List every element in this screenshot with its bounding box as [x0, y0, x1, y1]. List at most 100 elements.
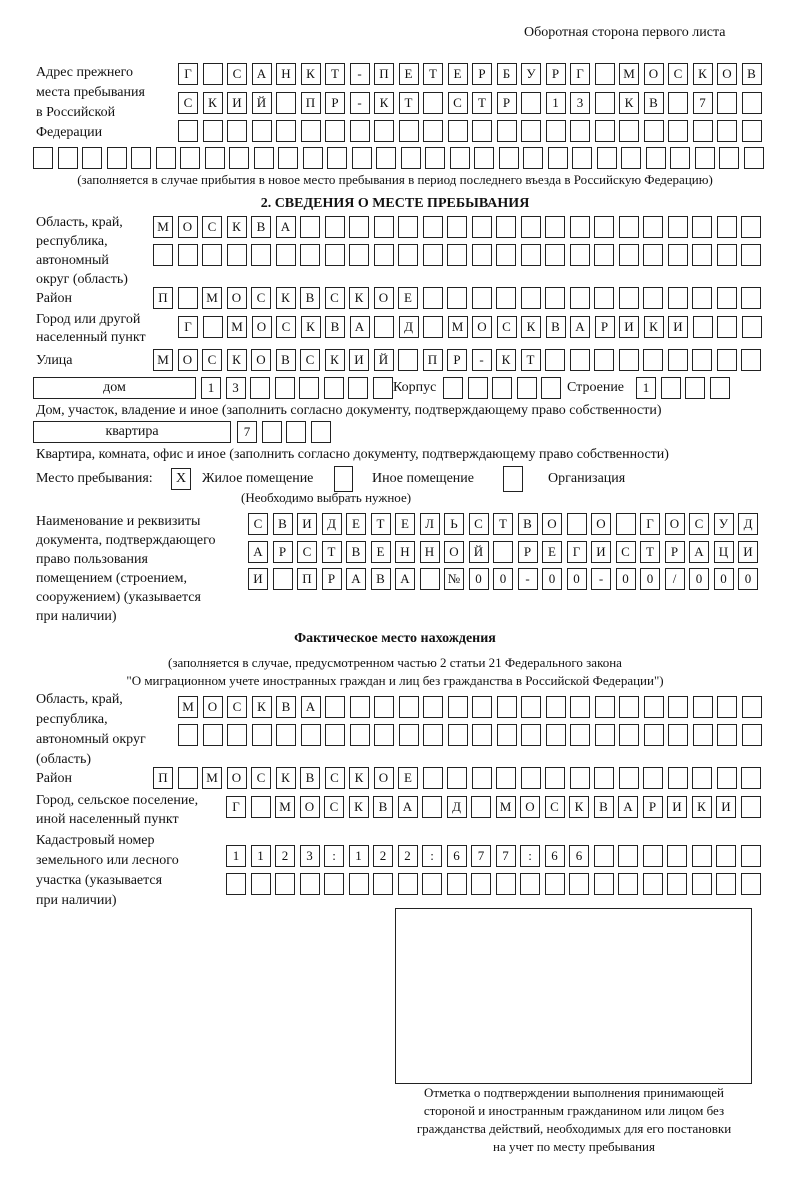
- letter-cell[interactable]: [496, 287, 516, 309]
- letter-cell[interactable]: К: [324, 349, 345, 371]
- letter-cell[interactable]: [251, 120, 272, 142]
- letter-cell[interactable]: [668, 724, 688, 746]
- letter-cell[interactable]: Д: [398, 316, 419, 338]
- letter-cell[interactable]: [594, 216, 614, 238]
- letter-cell[interactable]: К: [374, 92, 394, 114]
- letter-cell[interactable]: [692, 349, 712, 371]
- letter-cell[interactable]: [692, 216, 712, 238]
- letter-cell[interactable]: Е: [346, 513, 366, 535]
- letter-cell[interactable]: С: [202, 349, 222, 371]
- letter-cell[interactable]: [446, 873, 467, 895]
- letter-cell[interactable]: [740, 796, 761, 818]
- letter-cell[interactable]: [596, 147, 617, 169]
- letter-cell[interactable]: [618, 873, 638, 895]
- letter-cell[interactable]: 3: [570, 92, 590, 114]
- letter-cell[interactable]: Е: [542, 541, 562, 563]
- letter-cell[interactable]: К: [275, 767, 296, 789]
- letter-cell[interactable]: [153, 244, 173, 266]
- letter-cell[interactable]: К: [569, 796, 589, 818]
- letter-cell[interactable]: [545, 287, 565, 309]
- letter-cell[interactable]: [572, 147, 592, 169]
- letter-cell[interactable]: [250, 377, 270, 399]
- letter-cell[interactable]: 1: [636, 377, 656, 399]
- letter-cell[interactable]: [274, 377, 295, 399]
- letter-cell[interactable]: [667, 349, 688, 371]
- letter-cell[interactable]: [716, 216, 737, 238]
- letter-cell[interactable]: [667, 216, 688, 238]
- letter-cell[interactable]: М: [153, 349, 173, 371]
- letter-cell[interactable]: [349, 696, 370, 718]
- letter-cell[interactable]: Р: [325, 92, 345, 114]
- letter-cell[interactable]: П: [300, 92, 321, 114]
- letter-cell[interactable]: [349, 120, 370, 142]
- letter-cell[interactable]: О: [251, 349, 271, 371]
- letter-cell[interactable]: [521, 696, 541, 718]
- letter-cell[interactable]: 1: [201, 377, 221, 399]
- letter-cell[interactable]: О: [664, 513, 685, 535]
- letter-cell[interactable]: [419, 568, 440, 590]
- letter-cell[interactable]: [541, 377, 561, 399]
- letter-cell[interactable]: [621, 147, 641, 169]
- letter-cell[interactable]: И: [591, 541, 611, 563]
- letter-cell[interactable]: В: [517, 513, 538, 535]
- letter-cell[interactable]: [594, 92, 615, 114]
- letter-cell[interactable]: [520, 216, 541, 238]
- letter-cell[interactable]: -: [517, 568, 538, 590]
- letter-cell[interactable]: И: [297, 513, 317, 535]
- letter-cell[interactable]: [570, 120, 590, 142]
- letter-cell[interactable]: [516, 377, 537, 399]
- letter-cell[interactable]: [310, 421, 331, 443]
- letter-cell[interactable]: [425, 147, 445, 169]
- letter-cell[interactable]: [717, 696, 737, 718]
- letter-cell[interactable]: [618, 287, 639, 309]
- letter-cell[interactable]: Й: [251, 92, 272, 114]
- letter-cell[interactable]: 7: [495, 845, 516, 867]
- letter-cell[interactable]: [398, 696, 419, 718]
- letter-cell[interactable]: [618, 845, 638, 867]
- letter-cell[interactable]: [349, 216, 369, 238]
- letter-cell[interactable]: [57, 147, 78, 169]
- letter-cell[interactable]: В: [593, 796, 614, 818]
- letter-cell[interactable]: О: [202, 696, 223, 718]
- letter-cell[interactable]: М: [275, 796, 295, 818]
- letter-cell[interactable]: -: [349, 92, 370, 114]
- house-type-field[interactable]: дом: [33, 377, 196, 399]
- letter-cell[interactable]: [594, 696, 615, 718]
- letter-cell[interactable]: [544, 873, 565, 895]
- letter-cell[interactable]: [496, 696, 517, 718]
- letter-cell[interactable]: [202, 244, 222, 266]
- letter-cell[interactable]: 1: [250, 845, 271, 867]
- letter-cell[interactable]: [545, 120, 566, 142]
- letter-cell[interactable]: [276, 92, 296, 114]
- letter-cell[interactable]: [398, 724, 419, 746]
- letter-cell[interactable]: В: [346, 541, 366, 563]
- letter-cell[interactable]: Т: [423, 63, 443, 85]
- letter-cell[interactable]: М: [202, 767, 222, 789]
- letter-cell[interactable]: О: [251, 316, 272, 338]
- letter-cell[interactable]: [275, 873, 295, 895]
- letter-cell[interactable]: Р: [545, 63, 566, 85]
- letter-cell[interactable]: 0: [493, 568, 513, 590]
- letter-cell[interactable]: И: [716, 796, 736, 818]
- letter-cell[interactable]: [667, 767, 688, 789]
- letter-cell[interactable]: [276, 724, 296, 746]
- letter-cell[interactable]: [423, 92, 443, 114]
- letter-cell[interactable]: К: [226, 216, 247, 238]
- letter-cell[interactable]: [276, 120, 296, 142]
- letter-cell[interactable]: С: [251, 767, 271, 789]
- letter-cell[interactable]: [667, 287, 688, 309]
- letter-cell[interactable]: И: [349, 349, 369, 371]
- letter-cell[interactable]: [324, 873, 344, 895]
- letter-cell[interactable]: С: [202, 216, 222, 238]
- letter-cell[interactable]: [348, 873, 369, 895]
- letter-cell[interactable]: [422, 796, 442, 818]
- letter-cell[interactable]: [324, 216, 345, 238]
- letter-cell[interactable]: [569, 244, 590, 266]
- letter-cell[interactable]: [299, 377, 319, 399]
- letter-cell[interactable]: Н: [276, 63, 296, 85]
- letter-cell[interactable]: [373, 244, 394, 266]
- letter-cell[interactable]: [155, 147, 176, 169]
- letter-cell[interactable]: А: [275, 216, 296, 238]
- letter-cell[interactable]: У: [521, 63, 541, 85]
- letter-cell[interactable]: -: [471, 349, 492, 371]
